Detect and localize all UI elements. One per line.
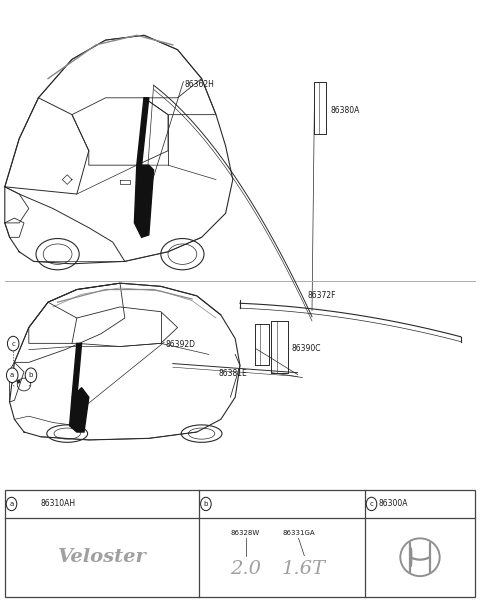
Circle shape — [25, 368, 36, 382]
Text: 86380A: 86380A — [330, 107, 360, 115]
Polygon shape — [72, 343, 82, 397]
Text: a: a — [10, 501, 13, 507]
Circle shape — [7, 336, 19, 351]
Text: Veloster: Veloster — [58, 548, 146, 566]
Polygon shape — [134, 165, 154, 238]
Circle shape — [6, 497, 17, 510]
Text: 86381E: 86381E — [218, 370, 247, 378]
Text: b: b — [204, 501, 208, 507]
Polygon shape — [70, 388, 89, 432]
Text: 86392D: 86392D — [166, 340, 196, 348]
Circle shape — [6, 368, 18, 382]
Text: c: c — [370, 501, 373, 507]
Text: 86310AH: 86310AH — [40, 499, 75, 509]
Circle shape — [201, 497, 211, 510]
Text: c: c — [11, 340, 15, 347]
Bar — [5, 490, 475, 597]
Text: 86390C: 86390C — [291, 344, 321, 353]
Circle shape — [366, 497, 377, 510]
Text: 86328W: 86328W — [231, 530, 260, 537]
Text: 1.6T: 1.6T — [281, 560, 325, 578]
Polygon shape — [137, 98, 149, 165]
Text: 86372F: 86372F — [307, 291, 336, 300]
Text: a: a — [10, 372, 14, 378]
Text: 86362H: 86362H — [185, 80, 215, 88]
Text: b: b — [29, 372, 33, 378]
Text: 86300A: 86300A — [378, 499, 408, 509]
Text: 86331GA: 86331GA — [282, 530, 315, 537]
Text: 2.0: 2.0 — [230, 560, 261, 578]
